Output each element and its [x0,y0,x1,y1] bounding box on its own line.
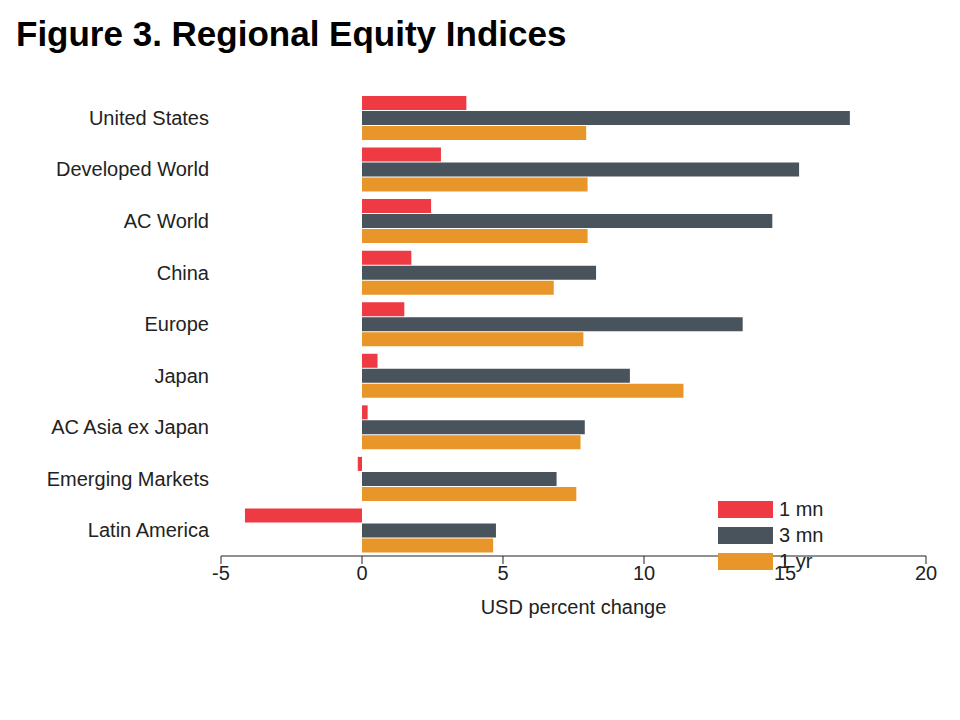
svg-text:China: China [157,262,210,284]
svg-text:-5: -5 [212,562,230,584]
svg-text:15: 15 [774,562,796,584]
svg-text:Emerging Markets: Emerging Markets [47,468,209,490]
svg-text:Japan: Japan [155,365,210,387]
svg-text:United States: United States [89,107,209,129]
svg-text:10: 10 [633,562,655,584]
svg-text:AC Asia ex Japan: AC Asia ex Japan [51,416,209,438]
svg-text:20: 20 [915,562,937,584]
svg-text:AC World: AC World [124,210,209,232]
svg-text:0: 0 [356,562,367,584]
svg-text:Developed World: Developed World [56,158,209,180]
svg-text:USD percent change: USD percent change [481,596,667,618]
svg-text:Latin America: Latin America [88,519,210,541]
svg-text:5: 5 [497,562,508,584]
svg-text:Europe: Europe [145,313,210,335]
